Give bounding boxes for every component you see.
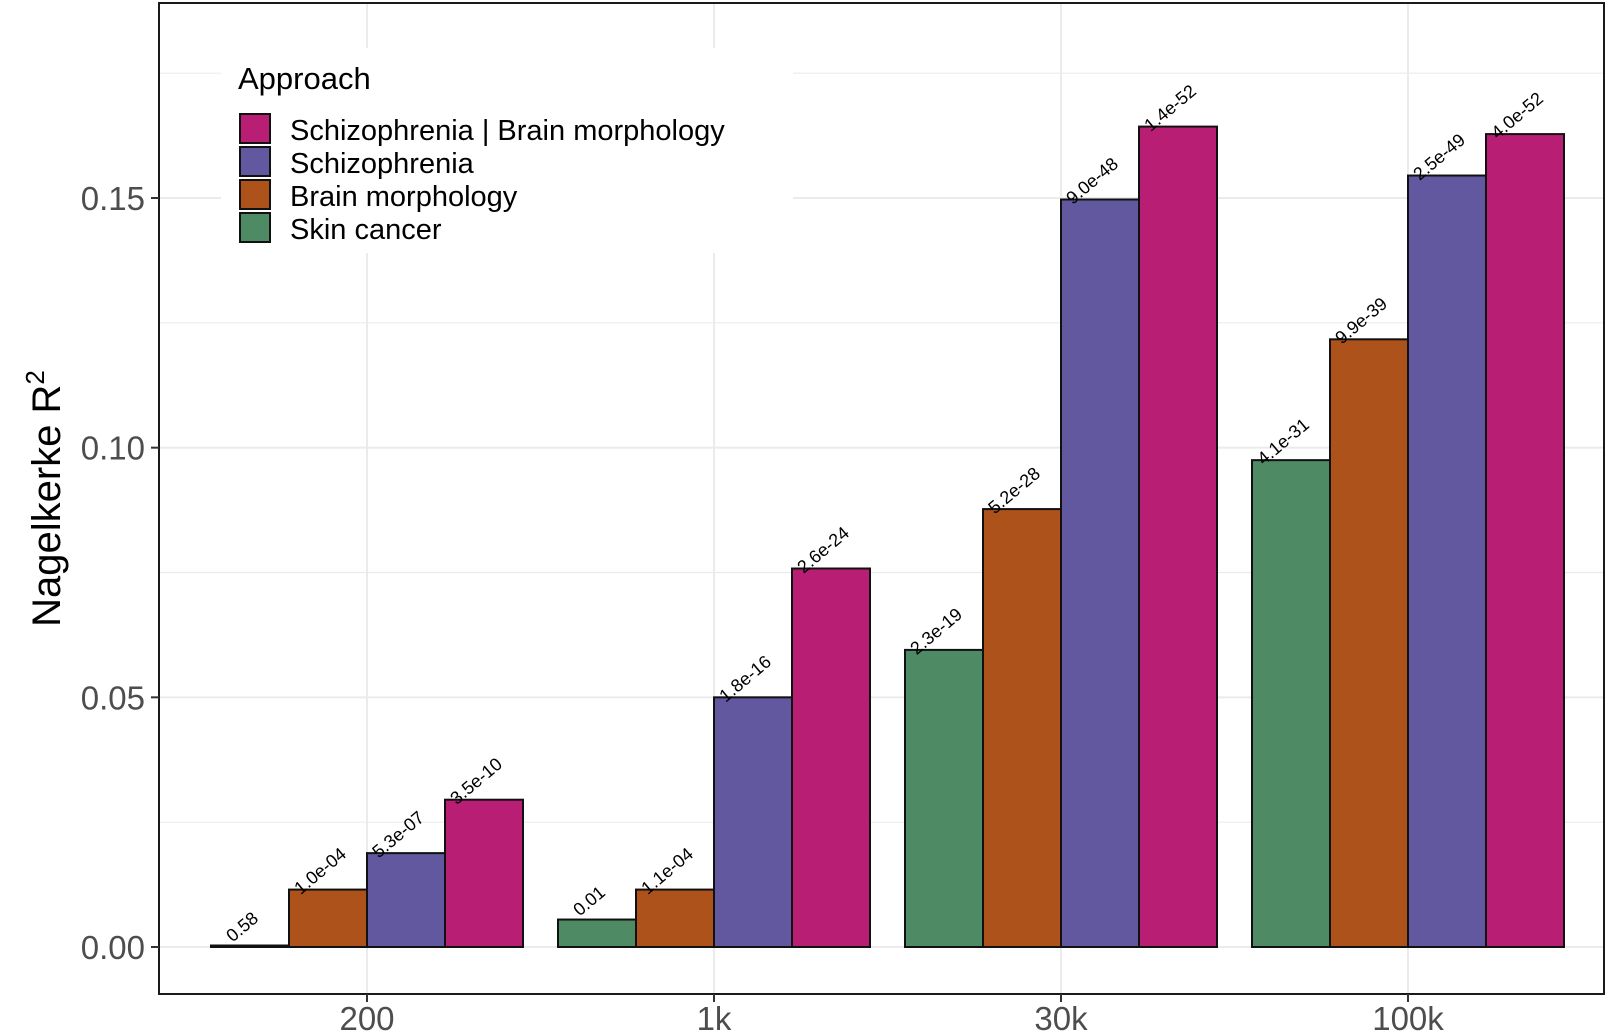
bar-value-label: 0.58 (222, 908, 262, 946)
x-tick-label: 1k (697, 1000, 732, 1035)
y-axis: 0.00 0.05 0.10 0.15 (81, 180, 159, 966)
legend-entry-label: Skin cancer (290, 214, 442, 246)
bar (210, 944, 290, 949)
y-axis-title-main: Nagelkerke R (25, 385, 69, 627)
legend-entry-label: Schizophrenia | Brain morphology (290, 115, 725, 147)
bar-value-label: 0.01 (569, 882, 609, 920)
panel-border (158, 2, 1605, 995)
bar (288, 888, 368, 948)
legend-swatch (239, 146, 271, 177)
y-tick-label: 0.00 (81, 929, 145, 966)
bar (444, 798, 524, 948)
x-tick-label: 30k (1034, 1000, 1088, 1035)
legend: Approach Schizophrenia | Brain morpholog… (221, 48, 793, 253)
y-axis-title: Nagelkerke R2 (20, 370, 69, 627)
y-axis-title-superscript: 2 (20, 370, 50, 384)
y-tick-label: 0.10 (81, 430, 145, 467)
y-tick-label: 0.15 (81, 180, 145, 217)
legend-items: Schizophrenia | Brain morphologySchizoph… (239, 113, 725, 246)
x-tick-label: 100k (1372, 1000, 1444, 1035)
legend-swatch (239, 113, 271, 144)
bar (713, 696, 793, 948)
bar (635, 888, 715, 948)
x-axis: 200 1k 30k 100k (339, 994, 1444, 1035)
legend-entry-label: Brain morphology (290, 181, 518, 213)
legend-background (221, 48, 793, 253)
bar (791, 567, 871, 948)
legend-swatch (239, 179, 271, 210)
bar (1485, 133, 1565, 948)
x-tick-label: 200 (339, 1000, 394, 1035)
bar (1407, 174, 1487, 948)
bar (366, 852, 446, 948)
legend-title: Approach (238, 61, 371, 96)
bar (557, 918, 637, 949)
bar (1138, 125, 1218, 948)
bars (210, 125, 1565, 949)
bar (1329, 338, 1409, 948)
bar (1060, 198, 1140, 949)
y-tick-label: 0.05 (81, 679, 145, 716)
bar (904, 648, 984, 948)
bar (982, 508, 1062, 948)
legend-entry-label: Schizophrenia (290, 148, 475, 180)
legend-swatch (239, 212, 271, 243)
bar (1251, 459, 1331, 948)
